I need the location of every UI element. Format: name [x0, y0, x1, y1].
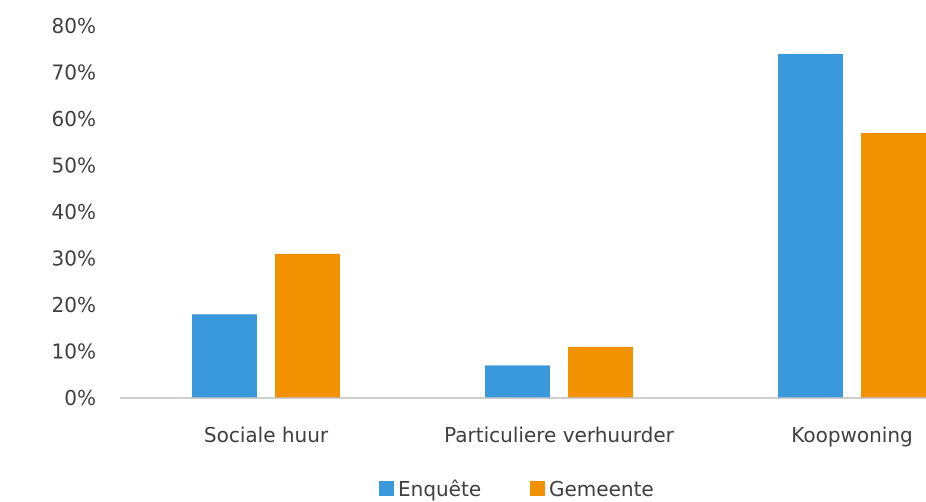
legend-swatch — [530, 481, 545, 496]
y-tick-label: 60% — [52, 107, 96, 131]
bar-gemeente-1 — [568, 346, 633, 398]
y-tick-label: 30% — [52, 247, 96, 271]
y-axis-ticks: 0% 10% 20% 30% 40% 50% 60% 70% 80% — [52, 14, 96, 410]
legend-label: Gemeente — [549, 477, 654, 501]
bar-gemeente-2 — [861, 132, 926, 398]
y-tick-label: 20% — [52, 293, 96, 317]
x-category-label: Sociale huur — [204, 423, 329, 447]
bar-enqu-te-1 — [485, 365, 550, 398]
y-tick-label: 40% — [52, 200, 96, 224]
x-category-label: Koopwoning — [791, 423, 912, 447]
bar-enqu-te-0 — [192, 314, 257, 398]
bars — [192, 53, 926, 399]
bar-gemeente-0 — [275, 253, 340, 398]
y-tick-label: 0% — [64, 386, 96, 410]
legend: Enquête Gemeente — [379, 477, 654, 501]
bar-enqu-te-2 — [778, 53, 843, 399]
x-axis-categories: Sociale huur Particuliere verhuurder Koopw… — [204, 423, 913, 447]
y-tick-label: 70% — [52, 61, 96, 85]
legend-label: Enquête — [398, 477, 481, 501]
legend-swatch — [379, 481, 394, 496]
y-tick-label: 50% — [52, 154, 96, 178]
y-tick-label: 10% — [52, 340, 96, 364]
x-category-label: Particuliere verhuurder — [444, 423, 674, 447]
y-tick-label: 80% — [52, 14, 96, 38]
